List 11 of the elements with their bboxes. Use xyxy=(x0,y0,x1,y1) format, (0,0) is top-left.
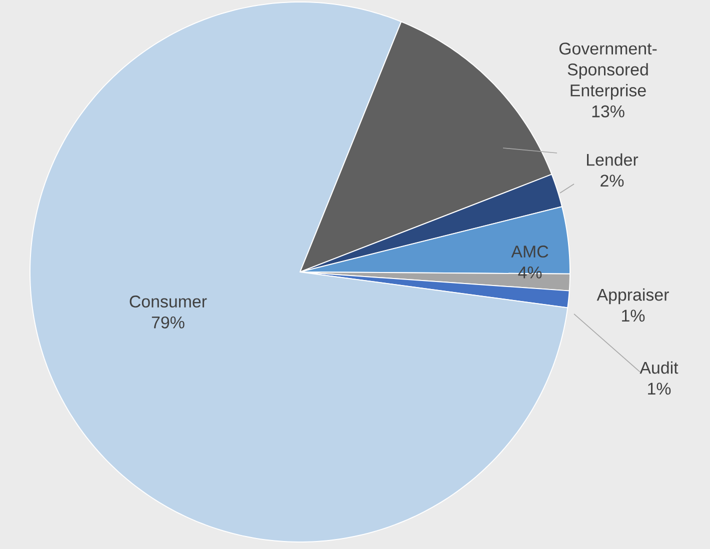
slice-label: Appraiser xyxy=(596,288,669,304)
data-label: 1% xyxy=(648,382,671,395)
data-label: 13% xyxy=(592,105,624,118)
slice-label: Lender xyxy=(587,153,638,166)
data-label: 79% xyxy=(152,316,184,328)
slice-label: AMC xyxy=(511,246,548,258)
slice-label: Government-Sponsored Enterprise xyxy=(559,42,657,100)
slice-label: Consumer xyxy=(130,296,207,308)
slice-label: Audit xyxy=(640,361,678,374)
data-label: 2% xyxy=(600,174,624,187)
data-label: 1% xyxy=(622,310,645,322)
